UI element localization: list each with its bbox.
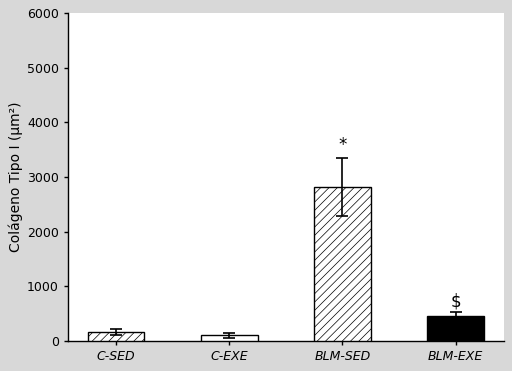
Text: *: * (338, 136, 347, 154)
Y-axis label: Colágeno Tipo I (µm²): Colágeno Tipo I (µm²) (8, 102, 23, 252)
Bar (314, 187, 371, 341)
Bar (428, 316, 484, 341)
Text: $: $ (450, 292, 461, 310)
Bar (201, 335, 258, 341)
Bar (88, 332, 144, 341)
